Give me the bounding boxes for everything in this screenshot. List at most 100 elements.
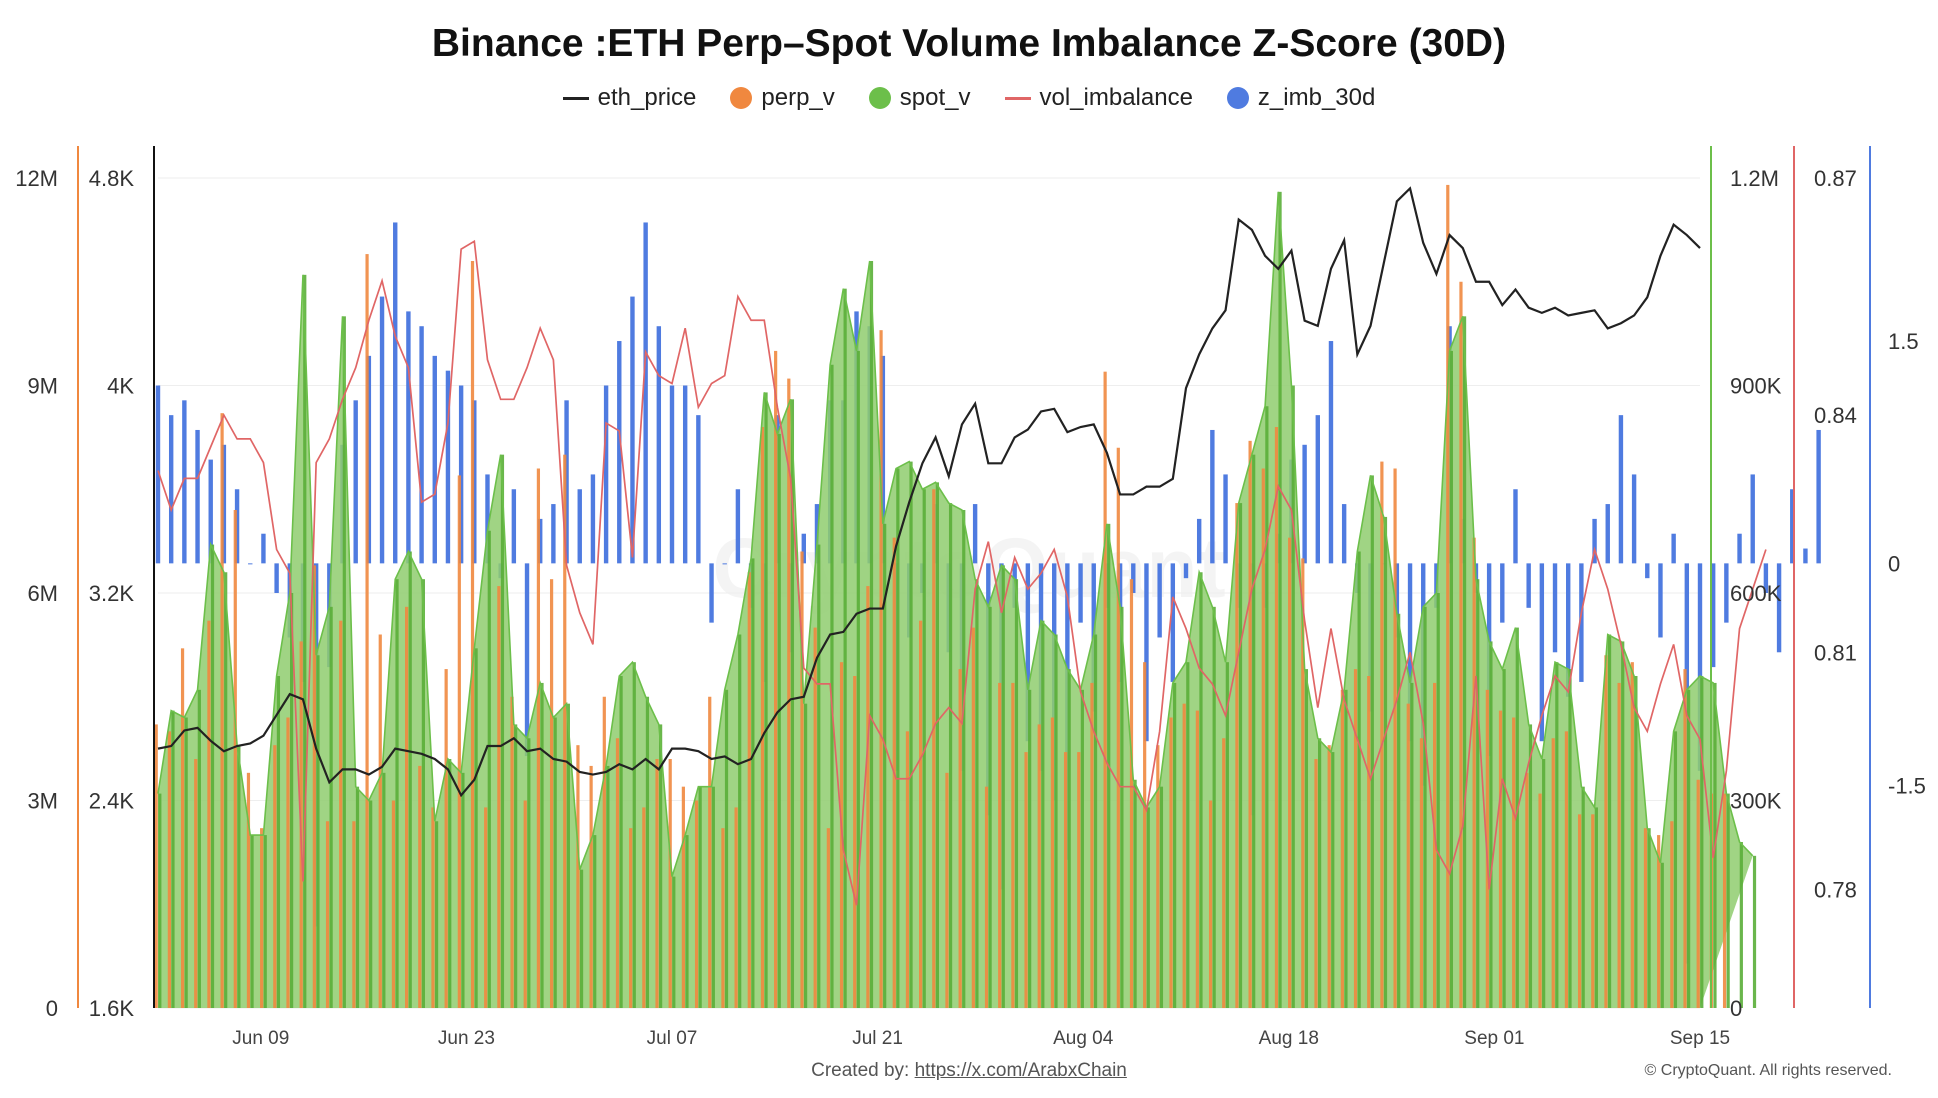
perp-v-bar [431,807,435,1008]
tick-label-spot_v: 900K [1730,374,1782,399]
chart-title: Binance :ETH Perp–Spot Volume Imbalance … [431,22,1507,65]
tick-label-eth_price: 4.8K [89,166,135,191]
perp-v-bar [194,759,198,1008]
perp-v-bar [1577,814,1582,1008]
perp-v-bar [1419,738,1424,1008]
spot-v-bar [1410,682,1414,1008]
z-imb-bar [1302,444,1307,564]
perp-v-bar [774,350,778,1009]
vol-imbalance-line [157,239,1767,906]
z-imb-bar [458,385,464,564]
credit-line: Created by: https://x.com/ArabxChain [0,1060,1938,1082]
spot-v-bar [830,364,834,1008]
perp-v-bar [1380,461,1384,1008]
spot-v-bar [777,433,781,1009]
z-imb-bar [1697,563,1703,771]
z-imb-bar [379,296,385,564]
z-imb-bar [669,385,675,564]
perp-v-bar [1446,184,1450,1008]
perp-v-bar [629,828,633,1008]
perp-v-bar [879,330,883,1009]
spot-v-bar [1159,786,1164,1008]
perp-v-bar [220,413,224,1009]
spot-v-line [157,191,1754,877]
spot-v-bar [1739,842,1743,1008]
z-imb-bar [511,489,517,564]
spot-v-bar [1080,689,1084,1008]
spot-v-bar [1370,475,1374,1009]
perp-v-bar [1617,682,1621,1008]
perp-v-bar [339,620,343,1008]
spot-v-bar [1344,689,1348,1008]
spot-v-bar [856,350,860,1009]
z-imb-bar [1566,563,1571,697]
z-imb-bar [1816,429,1821,564]
perp-v-bar [1433,682,1437,1008]
perp-v-bar [984,786,989,1008]
spot-v-bar [553,717,557,1008]
credit-link[interactable]: https://x.com/ArabxChain [914,1060,1127,1081]
z-imb-bar [1658,563,1663,638]
tick-label-z_imb_30d: 1.5 [1888,329,1919,354]
perp-v-bar [260,828,264,1008]
spot-v-bar [408,551,412,1008]
perp-v-bar [405,606,409,1008]
legend-item-perp_v[interactable]: perp_v [730,84,835,112]
spot-v-bar [448,759,452,1008]
spot-v-bar [1515,627,1519,1008]
legend-item-z_imb_30d[interactable]: z_imb_30d [1226,84,1375,112]
z-imb-bar [590,474,596,564]
z-imb-bar [538,518,543,564]
spot-v-bar [1700,676,1704,1008]
legend-item-eth_price[interactable]: eth_price [562,84,696,112]
perp-v-bar [1090,682,1094,1008]
spot-v-bar [579,869,584,1008]
tick-label-spot_v: 0 [1730,996,1742,1021]
z-imb-bar [1539,563,1545,742]
perp-v-bar [1314,759,1318,1008]
spot-v-bar [395,579,399,1008]
perp-v-bar [510,696,514,1008]
z-imb-bar [1157,563,1162,638]
tick-label-vol_imbalance: 0.78 [1814,877,1857,902]
spot-v-bar [1660,862,1664,1008]
perp-v-bar [1024,752,1028,1008]
spot-v-bar [421,579,425,1008]
perp-v-bar [1248,440,1252,1008]
spot-v-bar [329,606,333,1008]
spot-v-bar [1067,669,1071,1008]
perp-v-bar [1406,703,1410,1008]
z-imb-bar [234,489,240,564]
z-imb-bar [1025,563,1031,742]
perp-v-bar [826,828,830,1008]
legend-item-vol_imbalance[interactable]: vol_imbalance [1004,84,1193,112]
spot-v-bar [342,316,346,1008]
perp-v-bar [207,620,211,1008]
spot-v-bar [1687,689,1691,1008]
perp-v-bar [1604,655,1608,1008]
spot-v-bar [1252,454,1256,1009]
tick-label-z_imb_30d: 0 [1888,551,1900,576]
spot-v-bar [1331,752,1335,1008]
spot-v-bar [751,558,755,1008]
z-imb-bar [1737,533,1742,564]
credit-prefix: Created by: [811,1060,915,1081]
perp-v-bar [246,772,251,1008]
perp-v-bar [497,586,501,1008]
perp-v-bar [1050,717,1055,1008]
legend-swatch-spot_v [868,87,891,109]
perp-v-bar [1222,738,1226,1008]
spot-v-bar [566,703,570,1008]
z-imb-bar [485,474,490,564]
legend-item-spot_v[interactable]: spot_v [868,84,971,112]
spot-v-bar [1120,606,1124,1008]
z-imb-bar [406,311,411,564]
spot-v-bar [500,454,505,1009]
z-imb-bar [1500,563,1505,623]
spot-v-bar [711,786,715,1008]
z-imb-bar [1170,563,1176,682]
spot-v-bar [1041,620,1045,1008]
z-imb-bar [1131,563,1136,593]
spot-v-bar [935,482,939,1008]
perp-v-bar [615,738,620,1008]
